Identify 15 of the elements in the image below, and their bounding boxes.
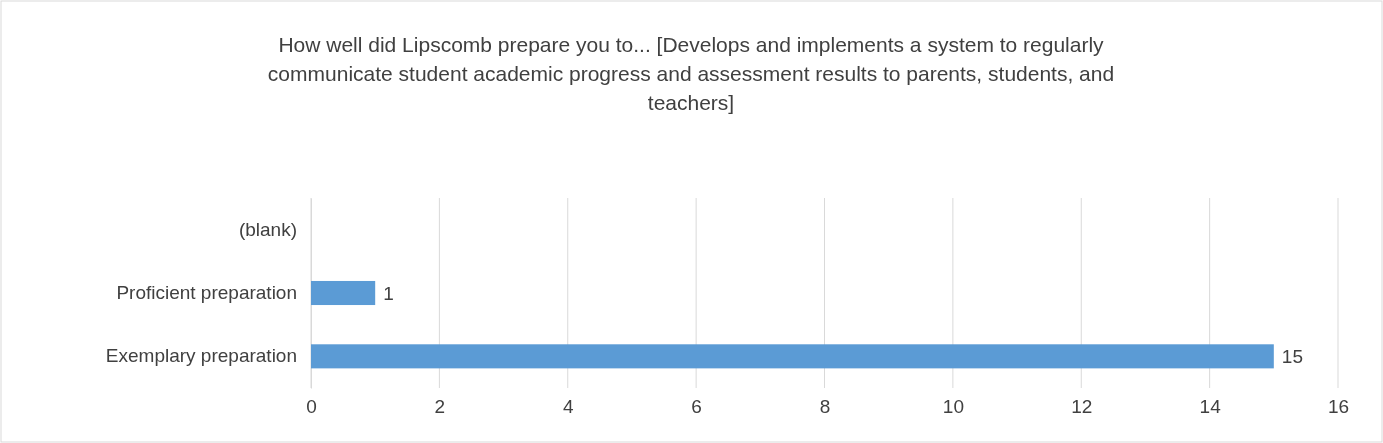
x-tick-label: 8	[819, 396, 831, 418]
x-tick-label: 2	[434, 396, 446, 418]
data-label: 1	[383, 282, 394, 304]
y-tick-label: Proficient preparation	[116, 282, 297, 304]
x-tick-label: 12	[1071, 396, 1093, 418]
x-tick-label: 16	[1327, 396, 1350, 418]
data-label: 15	[1281, 345, 1303, 367]
x-tick-label: 4	[562, 396, 574, 418]
x-tick-label: 14	[1199, 396, 1222, 418]
x-tick-label: 0	[306, 396, 317, 418]
y-tick-label: Exemplary preparation	[105, 345, 297, 367]
x-tick-label: 6	[691, 396, 702, 418]
chart-title: How well did Lipscomb prepare you to... [Develops and implements a system to regularly communicate student academic progress and assessment results to parents, students, and teachers]	[267, 33, 1115, 114]
x-tick-label: 10	[942, 396, 964, 418]
y-tick-label: (blank)	[238, 218, 297, 240]
